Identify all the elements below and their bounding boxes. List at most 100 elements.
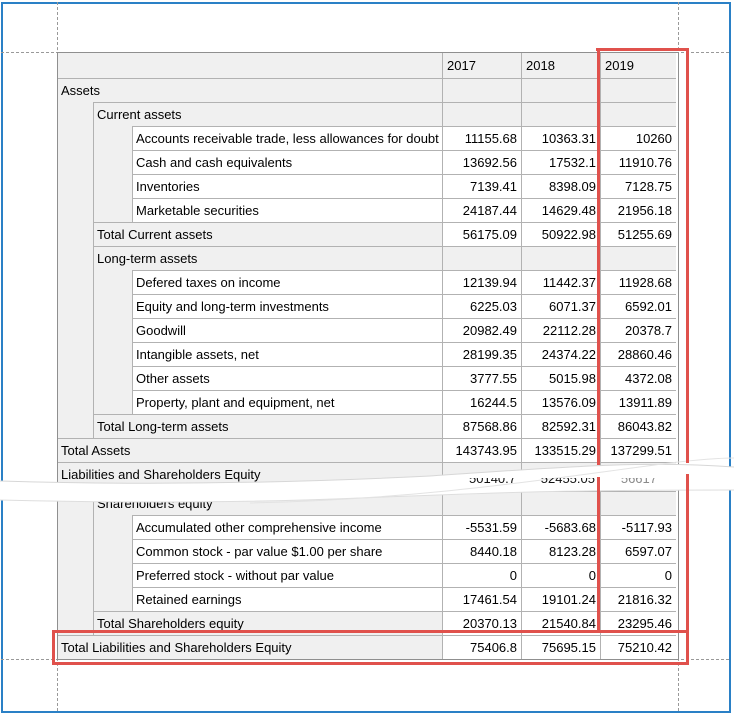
value-2019: 4372.08	[600, 366, 676, 390]
indent-cell	[58, 366, 94, 390]
row-label: Retained earnings	[133, 587, 442, 611]
table-row-total: Total Current assets 56175.09 50922.98 5125…	[58, 222, 678, 246]
value-2017: 3777.55	[442, 366, 521, 390]
value-2017: 13692.56	[442, 150, 521, 174]
year-header-2018: 2018	[521, 53, 600, 78]
value-2018	[521, 491, 600, 515]
value-2018: 13576.09	[521, 390, 600, 414]
value-2018: 21540.84	[521, 611, 600, 635]
value-2017: 20982.49	[442, 318, 521, 342]
indent-cell	[94, 539, 133, 563]
value-2017: 20370.13	[442, 611, 521, 635]
table-row-group: Shareholders equity	[58, 491, 678, 515]
value-2019: 137299.51	[600, 438, 676, 462]
value-2018: 8398.09	[521, 174, 600, 198]
value-2019: 13911.89	[600, 390, 676, 414]
row-label: Preferred stock - without par value	[133, 563, 442, 587]
indent-cell	[94, 198, 133, 222]
value-2018: 17532.1	[521, 150, 600, 174]
row-label: Total Long-term assets	[94, 414, 442, 438]
table-row-detail: Retained earnings 17461.54 19101.24 21816.3…	[58, 587, 678, 611]
row-label: Long-term assets	[94, 246, 442, 270]
row-label: Total Shareholders equity	[94, 611, 442, 635]
value-2017: 12139.94	[442, 270, 521, 294]
hidden-row-partial-2019: 56617	[620, 478, 657, 486]
value-2018: 8123.28	[521, 539, 600, 563]
indent-cell	[58, 294, 94, 318]
value-2019	[600, 246, 676, 270]
indent-cell	[58, 515, 94, 539]
table-row-group: Long-term assets	[58, 246, 678, 270]
value-2019: 21816.32	[600, 587, 676, 611]
row-label: Total Current assets	[94, 222, 442, 246]
indent-cell	[58, 611, 94, 635]
value-2018	[521, 246, 600, 270]
year-header-2017: 2017	[442, 53, 521, 78]
indent-cell	[58, 246, 94, 270]
value-2017: 11155.68	[442, 126, 521, 150]
value-2017: 7139.41	[442, 174, 521, 198]
value-2019: 6597.07	[600, 539, 676, 563]
table-row-detail: Common stock - par value $1.00 per share…	[58, 539, 678, 563]
row-label: Assets	[58, 78, 442, 102]
value-2017	[442, 491, 521, 515]
value-2019	[600, 491, 676, 515]
value-2018: 11442.37	[521, 270, 600, 294]
row-label: Cash and cash equivalents	[133, 150, 442, 174]
indent-cell	[58, 150, 94, 174]
value-2017: 24187.44	[442, 198, 521, 222]
table-row-total: Total Liabilities and Shareholders Equit…	[58, 635, 678, 659]
indent-cell	[58, 102, 94, 126]
row-label: Accumulated other comprehensive income	[133, 515, 442, 539]
value-2019: 75210.42	[600, 635, 676, 659]
table-row-detail: Cash and cash equivalents 13692.56 17532.1…	[58, 150, 678, 174]
value-2019: 7128.75	[600, 174, 676, 198]
value-2017: 143743.95	[442, 438, 521, 462]
indent-cell	[94, 318, 133, 342]
indent-cell	[58, 414, 94, 438]
table-row-detail: Defered taxes on income 12139.94 11442.37 1…	[58, 270, 678, 294]
indent-cell	[94, 294, 133, 318]
indent-cell	[58, 342, 94, 366]
row-label: Liabilities and Shareholders Equity	[58, 462, 442, 486]
table-row-detail: Preferred stock - without par value 0 0 0	[58, 563, 678, 587]
indent-cell	[94, 563, 133, 587]
table-row-detail: Goodwill 20982.49 22112.28 20378.7	[58, 318, 678, 342]
value-2017: 75406.8	[442, 635, 521, 659]
value-2019: 11928.68	[600, 270, 676, 294]
hidden-row-partial-2017: 50140.7	[469, 478, 516, 486]
table-row-detail: Accumulated other comprehensive income -5…	[58, 515, 678, 539]
value-2019: 23295.46	[600, 611, 676, 635]
hidden-row-partial-2018: 52455.05	[540, 478, 595, 486]
table-row-detail: Accounts receivable trade, less allowanc…	[58, 126, 678, 150]
indent-cell	[94, 174, 133, 198]
row-label: Intangible assets, net	[133, 342, 442, 366]
table-row-group: Assets	[58, 78, 678, 102]
indent-cell	[58, 390, 94, 414]
value-2017: 87568.86	[442, 414, 521, 438]
value-2019	[600, 102, 676, 126]
value-2019: -5117.93	[600, 515, 676, 539]
value-2019: 0	[600, 563, 676, 587]
row-label: Marketable securities	[133, 198, 442, 222]
value-2019: 28860.46	[600, 342, 676, 366]
value-2018: 5015.98	[521, 366, 600, 390]
year-header-2019: 2019	[600, 53, 676, 78]
table-row-total: Total Long-term assets 87568.86 82592.31 86…	[58, 414, 678, 438]
value-2018: 22112.28	[521, 318, 600, 342]
value-2019: 6592.01	[600, 294, 676, 318]
value-2018: 10363.31	[521, 126, 600, 150]
value-2017: 8440.18	[442, 539, 521, 563]
row-label: Goodwill	[133, 318, 442, 342]
value-2018: 0	[521, 563, 600, 587]
table-row-detail: Other assets 3777.55 5015.98 4372.08	[58, 366, 678, 390]
indent-cell	[94, 270, 133, 294]
value-2017	[442, 102, 521, 126]
row-label: Shareholders equity	[94, 491, 442, 515]
value-2018: 14629.48	[521, 198, 600, 222]
value-2018: -5683.68	[521, 515, 600, 539]
row-label: Defered taxes on income	[133, 270, 442, 294]
value-2018: 6071.37	[521, 294, 600, 318]
value-2018	[521, 78, 600, 102]
value-2018: 82592.31	[521, 414, 600, 438]
